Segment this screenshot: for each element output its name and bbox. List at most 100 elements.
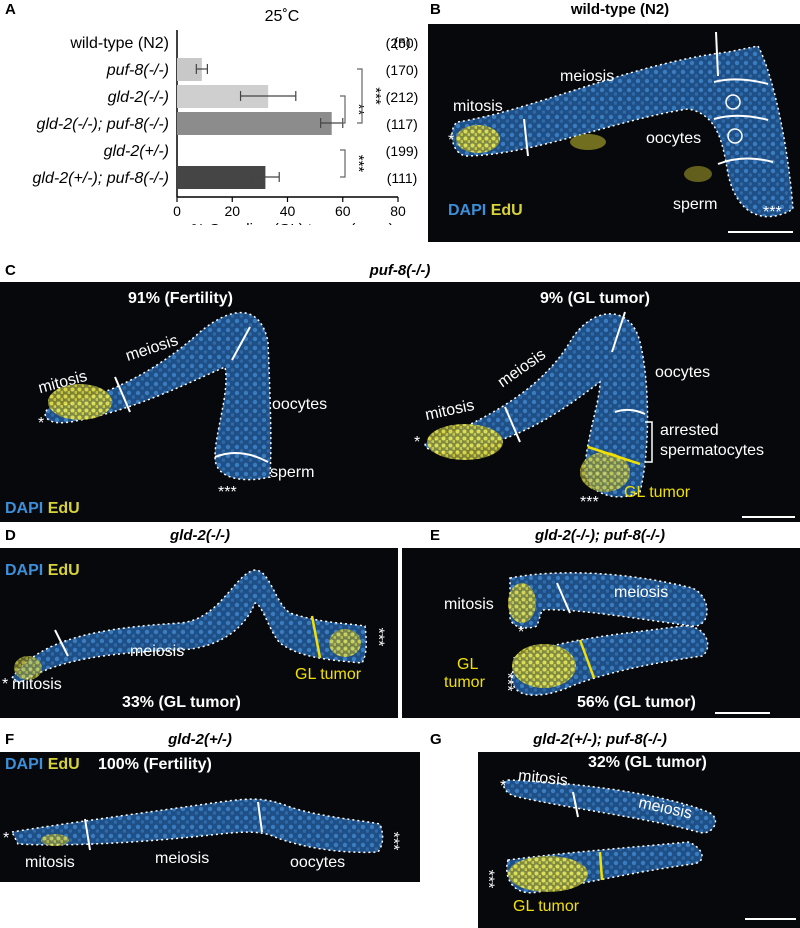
panel-e-proximal: *** [498,672,516,692]
panel-letter-e: E [430,527,441,544]
panel-e-gl-label: GL [457,656,479,673]
bar [177,58,202,81]
edu-label: EdU [490,202,523,219]
panel-c-spermatocytes-label: spermatocytes [660,442,765,459]
panel-c-arrested-label: arrested [660,422,719,439]
x-tick-label: 20 [224,203,240,219]
panel-e-mitosis-label: mitosis [444,596,494,613]
x-tick-label: 60 [335,203,351,219]
panel-b-sperm-label: sperm [673,196,718,213]
panel-c-right-proximal: *** [580,494,599,511]
panel-f-stat: 100% (Fertility) [98,756,212,773]
panel-c-left-proximal: *** [218,484,237,501]
panel-g-image: 32% (GL tumor) mitosis meiosis GL tumor … [478,752,800,928]
significance-label: *** [350,155,367,173]
n-value: (117) [386,116,418,132]
panel-d-distal: * [2,676,9,693]
panel-d-legend: DAPI EdU [5,562,80,580]
panel-c-left-sperm: sperm [270,464,315,481]
panel-b-distal-marker: * [448,132,455,149]
panel-b-legend: DAPI EdU [448,202,523,220]
panel-d-proximal: *** [369,627,387,647]
panel-f-meiosis-label: meiosis [155,850,210,867]
panel-f-distal: * [3,830,10,847]
x-axis-label: % Germline (GL) tumor (arms) [191,221,394,225]
category-label: gld-2(+/-) [104,143,169,160]
category-label: wild-type (N2) [69,35,169,52]
significance-bracket [340,95,346,124]
panel-b-oocytes-label: oocytes [646,130,702,147]
panel-f-legend: DAPI EdU [5,756,80,774]
x-tick-label: 40 [280,203,296,219]
panel-e-image: mitosis meiosis GL tumor 56% (GL tumor) … [402,548,800,718]
panel-e-stat: 56% (GL tumor) [577,694,696,711]
panel-f-proximal: *** [384,831,402,851]
panel-b-proximal-marker: *** [763,204,782,221]
chart-title: 25˚C [265,8,300,25]
panel-g-distal: * [500,778,507,795]
panel-letter-d: D [5,527,16,544]
panel-f-oocytes-label: oocytes [290,854,346,871]
panel-g-proximal: *** [479,869,497,889]
panel-e-distal: * [518,624,525,641]
panel-g-stat: 32% (GL tumor) [588,754,707,771]
panel-c-left-distal: * [38,415,45,432]
edu-label: EdU [47,500,80,517]
panel-c-right-oocytes: oocytes [655,364,711,381]
panel-f-image: DAPI EdU 100% (Fertility) mitosis meiosi… [0,752,420,882]
panel-f-title: gld-2(+/-) [168,731,232,748]
bar [177,166,266,189]
n-value: (199) [386,143,419,159]
panel-c-left-stat: 91% (Fertility) [128,290,233,307]
significance-label: *** [367,87,384,105]
significance-bracket [357,68,363,124]
x-tick-label: 80 [390,203,406,219]
n-value: (170) [386,62,419,78]
panel-c-left-oocytes: oocytes [272,396,328,413]
category-label: puf-8(-/-) [106,62,169,79]
panel-d-title: gld-2(-/-) [170,527,230,544]
panel-b-title: wild-type (N2) [570,1,670,18]
edu-label: EdU [47,562,80,579]
panel-e-title: gld-2(-/-); puf-8(-/-) [535,527,665,544]
dapi-label: DAPI [5,500,44,517]
significance-label: ** [350,104,367,116]
panel-letter-b: B [430,1,441,18]
panel-letter-a: A [5,1,16,18]
panel-e-tumor-label: tumor [444,674,485,691]
panel-d-stat: 33% (GL tumor) [122,694,241,711]
panel-c-right-stat: 9% (GL tumor) [540,290,650,307]
panel-b-mitosis-label: mitosis [453,98,503,115]
n-value: (212) [386,89,419,105]
panel-e-meiosis-label: meiosis [614,584,669,601]
panel-d-gl-tumor-label: GL tumor [295,666,362,683]
panel-letter-g: G [430,731,442,748]
n-value: (111) [387,170,418,186]
n-value: (250) [386,35,419,51]
n-header: (n) [393,34,410,50]
panel-g-title: gld-2(+/-); puf-8(-/-) [533,731,667,748]
dapi-label: DAPI [448,202,487,219]
panel-b-meiosis-label: meiosis [560,68,615,85]
category-label: gld-2(-/-); puf-8(-/-) [37,116,169,133]
category-label: gld-2(+/-); puf-8(-/-) [33,170,169,187]
bar [177,112,332,135]
panel-g-gl-tumor-label: GL tumor [513,898,580,915]
panel-c-right-distal: * [414,434,421,451]
panel-d-mitosis-label: mitosis [12,676,62,693]
panel-d-image: DAPI EdU meiosis mitosis GL tumor 33% (G… [0,548,398,718]
bar-chart: 25˚C (n) 0 20 40 60 80 % Germline (GL) tumor (a… [33,8,419,225]
panel-c-image: 91% (Fertility) 9% (GL tumor) mitosis me… [0,282,800,522]
x-tick-label: 0 [173,203,181,219]
significance-bracket [340,149,346,178]
bar [177,85,269,108]
dapi-label: DAPI [5,562,44,579]
panel-c-legend: DAPI EdU [5,500,80,518]
panel-letter-c: C [5,262,16,279]
panel-c-gl-tumor-label: GL tumor [624,484,691,501]
panel-c-title: puf-8(-/-) [369,262,431,279]
edu-label: EdU [47,756,80,773]
panel-f-mitosis-label: mitosis [25,854,75,871]
panel-d-meiosis-label: meiosis [130,643,185,660]
panel-letter-f: F [5,731,15,748]
